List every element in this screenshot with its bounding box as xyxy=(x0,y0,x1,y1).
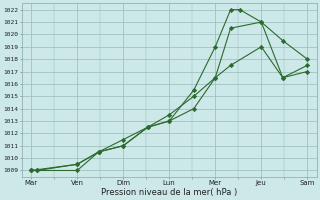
X-axis label: Pression niveau de la mer( hPa ): Pression niveau de la mer( hPa ) xyxy=(101,188,237,197)
